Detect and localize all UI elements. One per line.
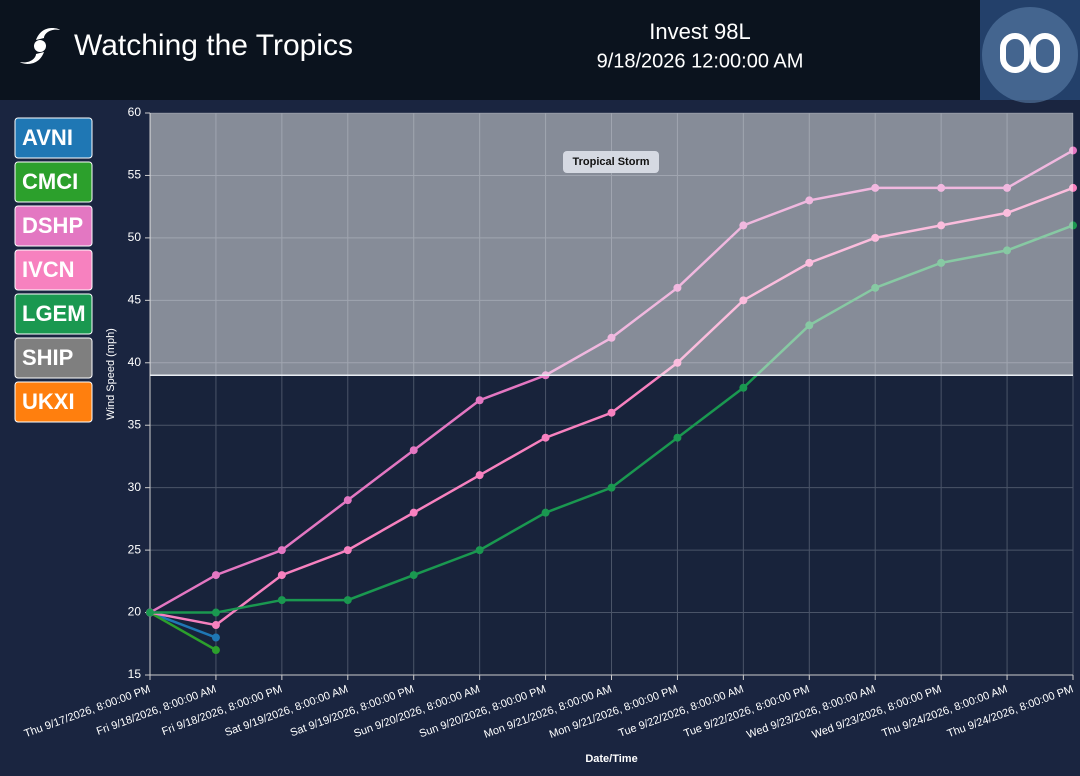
data-point — [871, 183, 880, 192]
legend-label[interactable]: AVNI — [22, 125, 73, 150]
data-point — [409, 446, 418, 455]
legend-button[interactable] — [14, 381, 93, 423]
data-point — [211, 633, 220, 642]
legend-button[interactable] — [14, 249, 93, 291]
data-point — [805, 258, 814, 267]
data-point — [1003, 208, 1012, 217]
data-point — [607, 408, 616, 417]
legend-label[interactable]: DSHP — [22, 213, 83, 238]
data-point — [871, 233, 880, 242]
legend-label[interactable]: CMCI — [22, 169, 78, 194]
data-point — [475, 396, 484, 405]
data-point — [1069, 146, 1077, 155]
data-point — [739, 221, 748, 230]
data-point — [937, 258, 946, 267]
data-point — [211, 608, 220, 617]
data-point — [607, 333, 616, 342]
legend-button[interactable] — [14, 337, 93, 379]
data-point — [937, 221, 946, 230]
logo — [980, 0, 1080, 103]
storm-time: 9/18/2026 12:00:00 AM — [597, 50, 804, 72]
data-point — [607, 483, 616, 492]
legend-button[interactable] — [14, 161, 93, 203]
legend-label[interactable]: SHIP — [22, 345, 73, 370]
data-point — [805, 321, 814, 330]
band-label: Tropical Storm — [572, 156, 649, 168]
data-point — [343, 596, 352, 605]
hurricane-icon — [20, 28, 60, 64]
legend-button[interactable] — [14, 117, 93, 159]
data-point — [673, 358, 682, 367]
data-point — [475, 546, 484, 555]
y-tick-label: 35 — [128, 417, 142, 431]
y-tick-label: 25 — [128, 542, 142, 556]
data-point — [541, 433, 550, 442]
data-point — [277, 546, 286, 555]
storm-name: Invest 98L — [649, 19, 751, 44]
data-point — [1069, 183, 1077, 192]
y-tick-label: 60 — [128, 105, 142, 119]
data-point — [211, 646, 220, 655]
data-point — [937, 183, 946, 192]
data-point — [211, 571, 220, 580]
data-point — [673, 283, 682, 292]
y-tick-label: 20 — [128, 605, 142, 619]
y-tick-label: 50 — [128, 230, 142, 244]
legend-label[interactable]: LGEM — [22, 301, 86, 326]
data-point — [409, 571, 418, 580]
y-axis-label: Wind Speed (mph) — [105, 328, 117, 420]
data-point — [1069, 221, 1077, 230]
legend-button[interactable] — [14, 205, 93, 247]
data-point — [871, 283, 880, 292]
y-tick-label: 45 — [128, 293, 142, 307]
legend-label[interactable]: IVCN — [22, 257, 75, 282]
data-point — [805, 196, 814, 205]
app-title: Watching the Tropics — [74, 29, 353, 62]
data-point — [739, 296, 748, 305]
legend-button[interactable] — [14, 293, 93, 335]
legend-label[interactable]: UKXI — [22, 389, 75, 414]
band-label-bg — [563, 151, 659, 173]
data-point — [409, 508, 418, 517]
x-axis-label: Date/Time — [585, 753, 637, 765]
y-tick-label: 30 — [128, 480, 142, 494]
data-point — [1003, 183, 1012, 192]
y-tick-label: 15 — [128, 667, 142, 681]
data-point — [739, 383, 748, 392]
y-tick-label: 40 — [128, 355, 142, 369]
series-line — [149, 611, 217, 652]
y-tick-label: 55 — [128, 168, 142, 182]
data-point — [211, 621, 220, 630]
data-point — [343, 496, 352, 505]
data-point — [146, 608, 154, 617]
data-point — [277, 571, 286, 580]
header — [0, 0, 1080, 100]
data-point — [277, 596, 286, 605]
series-line — [149, 611, 217, 639]
data-point — [673, 433, 682, 442]
data-point — [343, 546, 352, 555]
data-point — [475, 471, 484, 480]
data-point — [541, 508, 550, 517]
data-point — [1003, 246, 1012, 255]
